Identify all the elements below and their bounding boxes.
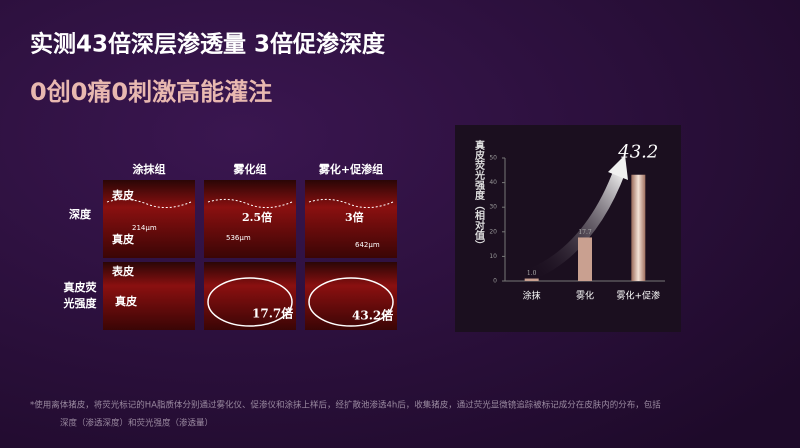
y-axis-label: 真皮荧光强度（相对值） bbox=[473, 139, 486, 250]
cell-annotation: 17.7倍 bbox=[252, 306, 293, 321]
column-header: 涂抹组 bbox=[133, 162, 166, 176]
cell-annotation: 2.5倍 bbox=[242, 210, 272, 224]
micrograph bbox=[103, 180, 195, 258]
y-tick-label: 30 bbox=[489, 204, 497, 211]
value-label: 43.2 bbox=[617, 142, 658, 163]
row-label: 深度 bbox=[69, 207, 92, 221]
bar bbox=[524, 278, 539, 281]
y-tick-label: 0 bbox=[493, 278, 497, 285]
cell-annotation: 642μm bbox=[355, 241, 380, 249]
epidermis-outline bbox=[207, 198, 293, 208]
y-tick-label: 50 bbox=[489, 155, 497, 162]
cell-annotation: 真皮 bbox=[112, 232, 134, 246]
x-tick-label: 雾化+促渗 bbox=[617, 290, 661, 302]
column-header: 雾化组 bbox=[233, 162, 267, 176]
cell-annotation: 表皮 bbox=[111, 188, 134, 202]
footnote: 深度（渗透深度）和荧光强度（渗透量） bbox=[60, 418, 213, 429]
cell-annotation: 214μm bbox=[132, 224, 157, 232]
cell-annotation: 3倍 bbox=[345, 210, 364, 224]
micrograph bbox=[204, 180, 296, 258]
epidermis-outline bbox=[308, 198, 394, 208]
title: 实测43倍深层渗透量 3倍促渗深度 bbox=[30, 31, 386, 58]
bar bbox=[631, 174, 646, 281]
epidermis-outline bbox=[106, 198, 192, 208]
y-tick-label: 10 bbox=[489, 253, 497, 260]
bar bbox=[578, 237, 592, 281]
x-tick-label: 雾化 bbox=[576, 290, 594, 302]
row-label: 真皮荧光强度 bbox=[63, 280, 98, 310]
footnote: *使用离体猪皮，将荧光标记的HA脂质体分别通过雾化仪、促渗仪和涂抹上样后，经扩散… bbox=[30, 400, 661, 411]
cell-annotation: 536μm bbox=[226, 234, 251, 242]
micrograph bbox=[103, 262, 195, 330]
highlight-ring bbox=[308, 277, 394, 327]
micrograph bbox=[305, 180, 397, 258]
trend-arrow bbox=[527, 167, 626, 281]
y-tick-label: 20 bbox=[489, 228, 497, 235]
cell-annotation: 43.2倍 bbox=[352, 308, 393, 323]
value-label: 17.7 bbox=[578, 229, 592, 236]
y-tick-label: 40 bbox=[489, 179, 497, 186]
cell-annotation: 表皮 bbox=[111, 264, 134, 278]
subtitle: 0创0痛0刺激高能灌注 bbox=[30, 78, 272, 106]
x-tick-label: 涂抹 bbox=[523, 290, 541, 302]
arrow-head bbox=[608, 155, 628, 180]
value-label: 1.0 bbox=[527, 270, 537, 277]
highlight-ring bbox=[207, 277, 293, 327]
column-header: 雾化+促渗组 bbox=[318, 162, 383, 176]
cell-annotation: 真皮 bbox=[115, 294, 137, 308]
